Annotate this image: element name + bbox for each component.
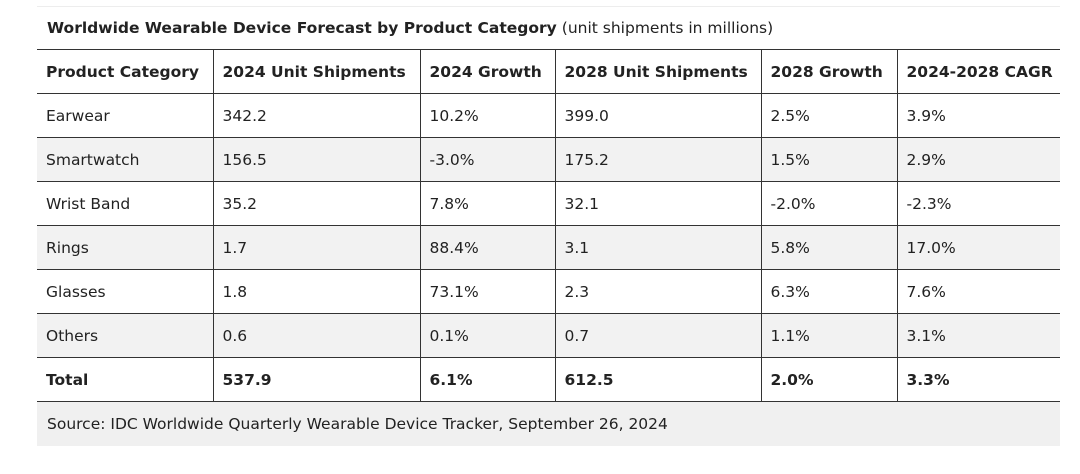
cell-category: Earwear xyxy=(37,93,214,138)
cell-2028-shipments: 175.2 xyxy=(554,137,762,182)
cell-2028-shipments: 399.0 xyxy=(554,93,762,138)
table-subtitle: (unit shipments in millions) xyxy=(561,19,774,37)
cell-2024-growth: 73.1% xyxy=(419,269,556,314)
cell-category: Glasses xyxy=(37,269,214,314)
total-2024-shipments: 537.9 xyxy=(212,357,421,402)
cell-2024-growth: 10.2% xyxy=(419,93,556,138)
cell-category: Wrist Band xyxy=(37,181,214,226)
cell-category: Others xyxy=(37,313,214,358)
total-2028-shipments: 612.5 xyxy=(554,357,762,402)
cell-cagr: 17.0% xyxy=(896,225,1060,270)
cell-2024-shipments: 1.8 xyxy=(212,269,421,314)
table-title: Worldwide Wearable Device Forecast by Pr… xyxy=(47,19,557,37)
cell-cagr: 3.9% xyxy=(896,93,1060,138)
source-note: Source: IDC Worldwide Quarterly Wearable… xyxy=(37,402,1060,446)
cell-2028-growth: 5.8% xyxy=(760,225,898,270)
cell-2024-growth: 0.1% xyxy=(419,313,556,358)
cell-2024-shipments: 0.6 xyxy=(212,313,421,358)
table-header-row: Product Category 2024 Unit Shipments 202… xyxy=(37,49,1060,94)
table-caption: Worldwide Wearable Device Forecast by Pr… xyxy=(37,6,1060,49)
cell-cagr: 7.6% xyxy=(896,269,1060,314)
cell-2028-growth: 1.1% xyxy=(760,313,898,358)
cell-2028-shipments: 2.3 xyxy=(554,269,762,314)
header-2024-growth: 2024 Growth xyxy=(419,49,556,94)
cell-2028-growth: 6.3% xyxy=(760,269,898,314)
cell-2024-growth: 88.4% xyxy=(419,225,556,270)
cell-2024-shipments: 342.2 xyxy=(212,93,421,138)
table-row: Wrist Band 35.2 7.8% 32.1 -2.0% -2.3% xyxy=(37,181,1060,226)
cell-2028-growth: 1.5% xyxy=(760,137,898,182)
table-total-row: Total 537.9 6.1% 612.5 2.0% 3.3% xyxy=(37,357,1060,402)
cell-cagr: 3.1% xyxy=(896,313,1060,358)
cell-category: Smartwatch xyxy=(37,137,214,182)
cell-category: Rings xyxy=(37,225,214,270)
header-cagr: 2024-2028 CAGR xyxy=(896,49,1060,94)
total-label: Total xyxy=(37,357,214,402)
total-2028-growth: 2.0% xyxy=(760,357,898,402)
total-2024-growth: 6.1% xyxy=(419,357,556,402)
header-2028-growth: 2028 Growth xyxy=(760,49,898,94)
cell-2024-shipments: 156.5 xyxy=(212,137,421,182)
table-row: Smartwatch 156.5 -3.0% 175.2 1.5% 2.9% xyxy=(37,137,1060,182)
cell-cagr: -2.3% xyxy=(896,181,1060,226)
header-product-category: Product Category xyxy=(37,49,214,94)
header-2028-unit-shipments: 2028 Unit Shipments xyxy=(554,49,762,94)
cell-2024-growth: -3.0% xyxy=(419,137,556,182)
table-row: Others 0.6 0.1% 0.7 1.1% 3.1% xyxy=(37,313,1060,358)
cell-2024-shipments: 1.7 xyxy=(212,225,421,270)
cell-2028-growth: -2.0% xyxy=(760,181,898,226)
cell-2024-growth: 7.8% xyxy=(419,181,556,226)
total-cagr: 3.3% xyxy=(896,357,1060,402)
header-2024-unit-shipments: 2024 Unit Shipments xyxy=(212,49,421,94)
cell-2028-shipments: 0.7 xyxy=(554,313,762,358)
table-row: Rings 1.7 88.4% 3.1 5.8% 17.0% xyxy=(37,225,1060,270)
cell-2024-shipments: 35.2 xyxy=(212,181,421,226)
cell-2028-growth: 2.5% xyxy=(760,93,898,138)
cell-cagr: 2.9% xyxy=(896,137,1060,182)
table-row: Glasses 1.8 73.1% 2.3 6.3% 7.6% xyxy=(37,269,1060,314)
forecast-table: Product Category 2024 Unit Shipments 202… xyxy=(37,49,1060,402)
forecast-table-card: Worldwide Wearable Device Forecast by Pr… xyxy=(37,6,1060,446)
cell-2028-shipments: 3.1 xyxy=(554,225,762,270)
table-row: Earwear 342.2 10.2% 399.0 2.5% 3.9% xyxy=(37,93,1060,138)
cell-2028-shipments: 32.1 xyxy=(554,181,762,226)
